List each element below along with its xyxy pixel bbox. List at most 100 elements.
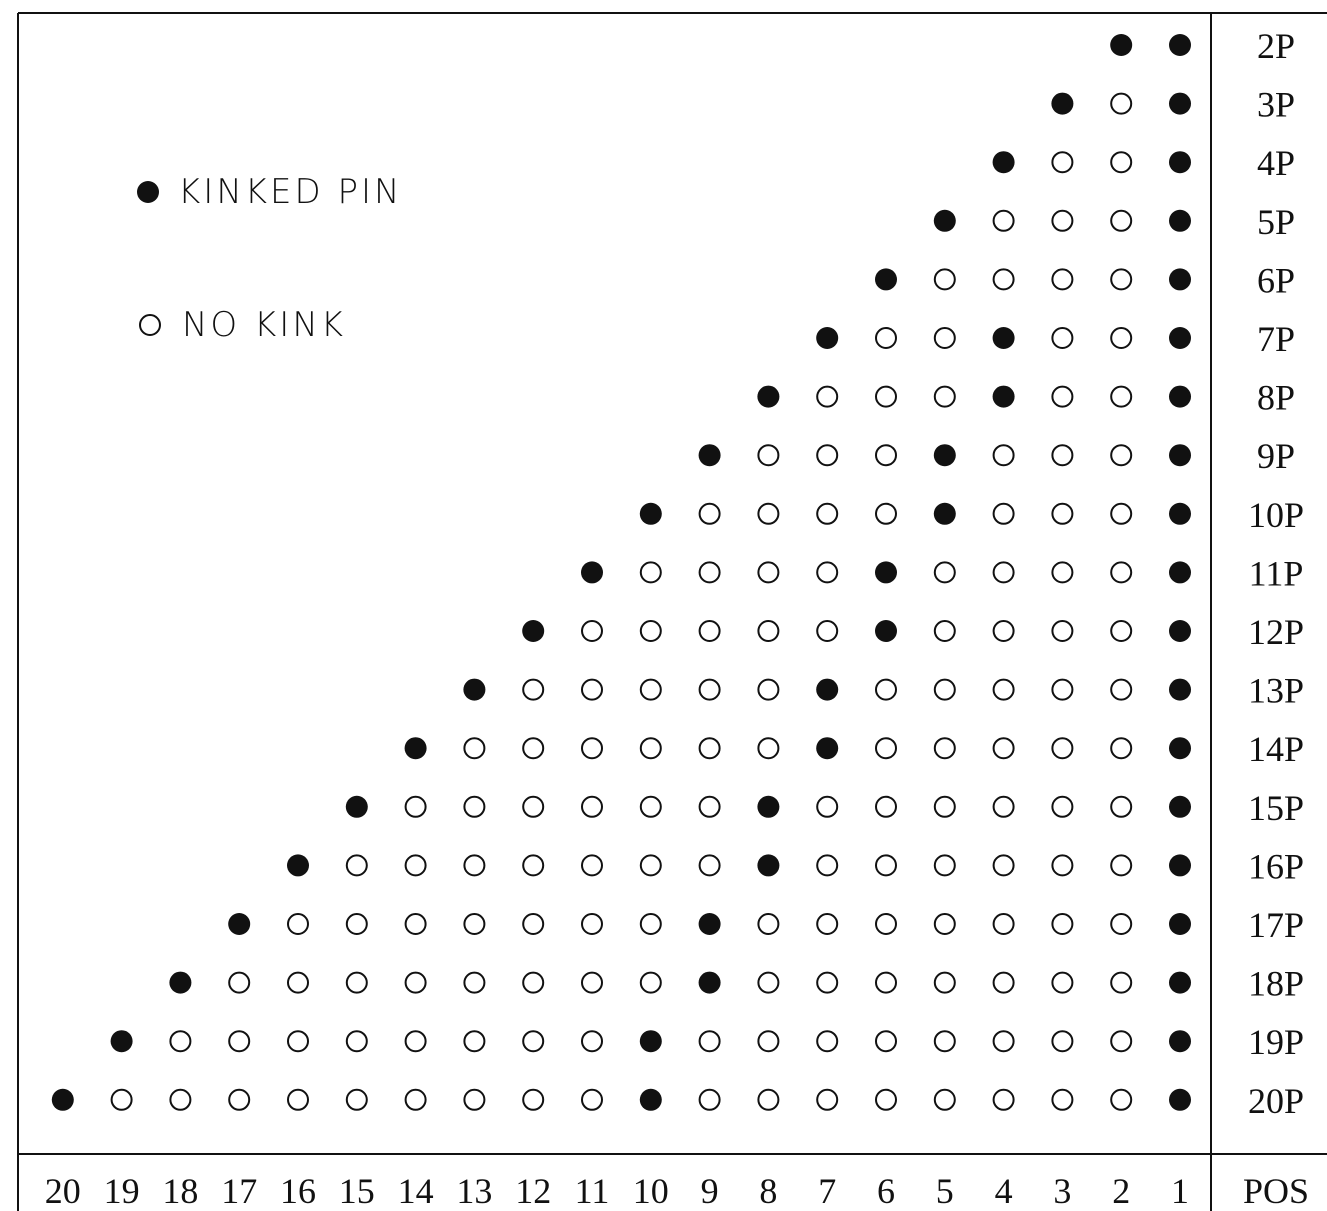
no-kink-pin-marker <box>933 795 956 818</box>
position-label: 18 <box>162 1171 198 1211</box>
no-kink-pin-marker <box>816 502 839 525</box>
no-kink-pin-marker <box>639 678 662 701</box>
no-kink-pin-marker <box>875 795 897 818</box>
no-kink-pin-marker <box>698 1030 721 1053</box>
row-label: 6P <box>1257 260 1295 300</box>
position-label: 6 <box>877 1171 895 1211</box>
kinked-pin-marker <box>1110 34 1133 56</box>
no-kink-pin-marker <box>757 620 780 642</box>
row-label: 13P <box>1248 671 1304 711</box>
no-kink-pin-marker <box>933 854 956 877</box>
no-kink-pin-marker <box>875 327 897 349</box>
no-kink-pin-marker <box>698 502 721 525</box>
no-kink-pin-marker <box>992 971 1015 994</box>
connector-row-5p: 5P <box>933 202 1295 242</box>
no-kink-pin-marker <box>581 795 603 818</box>
no-kink-pin-marker <box>1110 795 1133 818</box>
no-kink-pin-marker <box>757 678 780 701</box>
kinked-pin-marker <box>522 620 545 642</box>
no-kink-pin-marker <box>1051 737 1074 760</box>
no-kink-pin-marker <box>522 678 545 701</box>
no-kink-pin-marker <box>698 795 721 818</box>
no-kink-pin-marker <box>1110 1030 1133 1053</box>
connector-row-9p: 9P <box>698 436 1295 476</box>
kinked-pin-marker <box>933 502 956 525</box>
no-kink-pin-marker <box>1110 561 1133 584</box>
position-label: 7 <box>818 1171 836 1211</box>
no-kink-pin-marker <box>816 620 839 642</box>
position-label: 16 <box>280 1171 316 1211</box>
kinked-pin-marker <box>404 737 427 760</box>
no-kink-pin-marker <box>1051 971 1074 994</box>
kinked-pin-marker <box>1169 561 1191 584</box>
no-kink-pin-marker <box>992 737 1015 760</box>
kinked-pin-marker <box>169 971 192 994</box>
no-kink-pin-marker <box>1051 854 1074 877</box>
no-kink-pin-marker <box>1051 1030 1074 1053</box>
kinked-pin-marker <box>345 795 368 818</box>
no-kink-pin-marker <box>698 620 721 642</box>
kinked-pin-marker <box>1169 737 1191 760</box>
connector-row-10p: 10P <box>639 495 1304 535</box>
connector-row-16p: 16P <box>287 846 1304 886</box>
row-label: 20P <box>1248 1081 1304 1121</box>
no-kink-pin-marker <box>345 1088 368 1111</box>
no-kink-pin-marker <box>992 444 1015 467</box>
row-label: 15P <box>1248 788 1304 828</box>
no-kink-pin-marker <box>581 678 603 701</box>
no-kink-pin-marker <box>228 971 251 994</box>
no-kink-pin-marker <box>933 327 956 349</box>
no-kink-pin-marker <box>581 1088 603 1111</box>
no-kink-pin-marker <box>228 1088 251 1111</box>
kinked-pin-marker <box>1169 502 1191 525</box>
no-kink-pin-marker <box>169 1030 192 1053</box>
no-kink-pin-marker <box>287 1030 309 1053</box>
no-kink-pin-marker <box>933 913 956 935</box>
kinked-pin-legend-label: KINKED PIN <box>178 172 403 212</box>
no-kink-pin-marker <box>816 795 839 818</box>
no-kink-pin-marker <box>522 795 545 818</box>
no-kink-pin-marker <box>404 795 427 818</box>
connector-row-15p: 15P <box>345 788 1304 828</box>
no-kink-pin-marker <box>463 971 486 994</box>
no-kink-pin-marker <box>816 1030 839 1053</box>
no-kink-pin-marker <box>404 1088 427 1111</box>
position-label: 14 <box>398 1171 434 1211</box>
no-kink-pin-marker <box>757 737 780 760</box>
row-label: 12P <box>1248 612 1304 652</box>
no-kink-pin-marker <box>1051 385 1074 408</box>
no-kink-pin-marker <box>816 385 839 408</box>
no-kink-pin-marker <box>1110 971 1133 994</box>
row-label: 4P <box>1257 143 1295 183</box>
no-kink-pin-marker <box>345 854 368 877</box>
no-kink-pin-marker <box>463 1030 486 1053</box>
no-kink-pin-marker <box>933 737 956 760</box>
row-label: 5P <box>1257 202 1295 242</box>
kinked-pin-marker <box>1169 1088 1191 1111</box>
position-label: 8 <box>759 1171 777 1211</box>
connector-row-4p: 4P <box>992 143 1295 183</box>
kinked-pin-marker <box>1169 620 1191 642</box>
no-kink-pin-marker <box>992 1030 1015 1053</box>
no-kink-pin-marker <box>1110 385 1133 408</box>
position-label: 13 <box>456 1171 492 1211</box>
connector-row-7p: 7P <box>816 319 1295 359</box>
kinked-pin-marker <box>875 561 897 584</box>
kinked-pin-marker <box>1169 971 1191 994</box>
no-kink-pin-marker <box>992 620 1015 642</box>
no-kink-pin-marker <box>933 620 956 642</box>
kinked-pin-marker <box>639 1030 662 1053</box>
no-kink-pin-marker <box>463 737 486 760</box>
no-kink-pin-marker <box>228 1030 251 1053</box>
no-kink-pin-marker <box>992 209 1015 232</box>
no-kink-pin-marker <box>875 444 897 467</box>
no-kink-pin-marker <box>1051 151 1074 174</box>
connector-row-18p: 18P <box>169 964 1304 1004</box>
connector-row-3p: 3P <box>1051 85 1295 125</box>
kinked-pin-marker <box>1169 1030 1191 1053</box>
no-kink-pin-marker <box>698 1088 721 1111</box>
no-kink-pin-marker <box>816 1088 839 1111</box>
no-kink-pin-marker <box>463 795 486 818</box>
no-kink-pin-marker <box>463 913 486 935</box>
